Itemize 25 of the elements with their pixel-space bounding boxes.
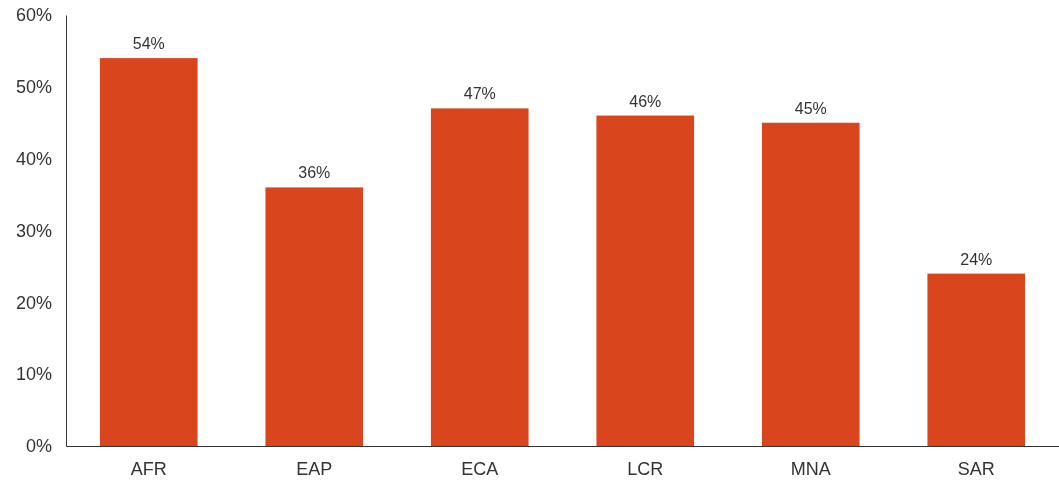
bar <box>761 122 860 446</box>
data-label: 24% <box>960 250 993 268</box>
bar <box>596 115 695 446</box>
x-tick-label: SAR <box>957 458 995 479</box>
y-tick-label: 30% <box>15 220 52 241</box>
x-tick-label: ECA <box>461 458 499 479</box>
data-label: 47% <box>463 85 496 103</box>
data-label: 54% <box>132 35 165 53</box>
bar <box>99 58 198 446</box>
bar <box>430 108 529 446</box>
x-tick-label: LCR <box>627 458 664 479</box>
bar <box>927 273 1026 446</box>
x-tick-label: MNA <box>790 458 831 479</box>
y-tick-label: 50% <box>15 77 52 98</box>
bar <box>265 187 364 446</box>
x-tick-label: AFR <box>130 458 167 479</box>
data-label: 36% <box>298 164 331 182</box>
y-tick-label: 10% <box>15 364 52 385</box>
y-tick-label: 0% <box>25 436 52 457</box>
data-label: 46% <box>629 92 662 110</box>
y-tick-label: 20% <box>15 292 52 313</box>
y-tick-label: 60% <box>15 5 52 26</box>
y-tick-label: 40% <box>15 148 52 169</box>
data-label: 45% <box>794 99 827 117</box>
x-tick-label: EAP <box>296 458 333 479</box>
